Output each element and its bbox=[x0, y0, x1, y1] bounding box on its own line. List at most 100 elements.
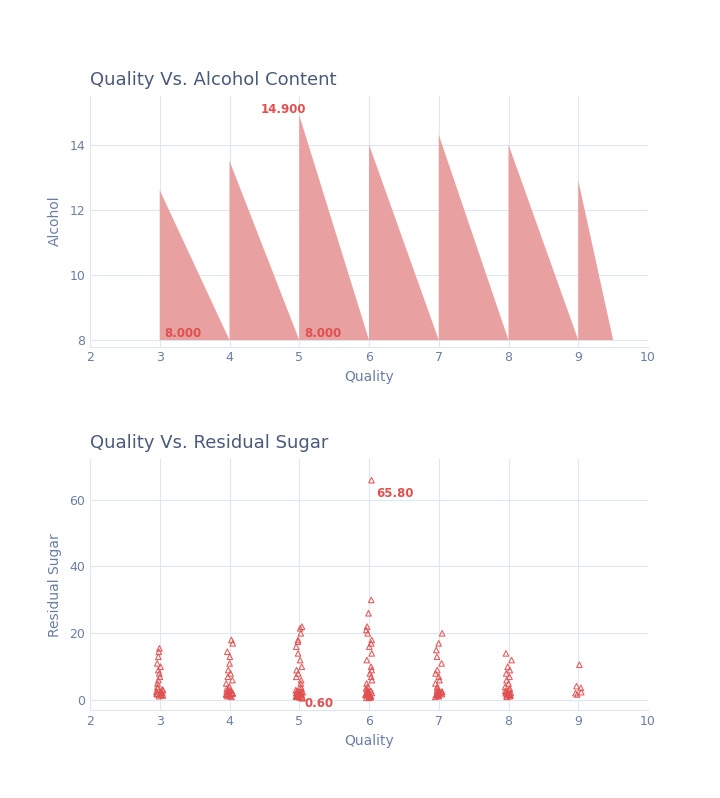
Point bbox=[505, 689, 516, 702]
Point bbox=[432, 686, 444, 699]
Point bbox=[433, 637, 444, 650]
Point bbox=[436, 657, 447, 670]
Point bbox=[431, 681, 443, 693]
Point bbox=[364, 689, 375, 702]
Point bbox=[431, 644, 442, 657]
Point bbox=[296, 620, 307, 633]
Point bbox=[225, 689, 236, 701]
Point bbox=[294, 622, 306, 634]
Point bbox=[227, 637, 238, 650]
Point bbox=[571, 680, 582, 693]
Point bbox=[222, 688, 233, 701]
Point bbox=[222, 685, 234, 698]
Point bbox=[366, 594, 377, 606]
Point bbox=[294, 654, 306, 666]
Point bbox=[362, 627, 374, 640]
Point bbox=[224, 657, 235, 670]
Point bbox=[432, 688, 444, 701]
X-axis label: Quality: Quality bbox=[344, 370, 394, 384]
Point bbox=[502, 688, 513, 701]
Point bbox=[294, 691, 306, 704]
Y-axis label: Residual Sugar: Residual Sugar bbox=[48, 533, 63, 637]
Point bbox=[430, 690, 441, 703]
Text: 65.80: 65.80 bbox=[376, 487, 413, 500]
Text: 0.60: 0.60 bbox=[305, 697, 334, 709]
Point bbox=[153, 646, 165, 658]
Point bbox=[360, 688, 372, 701]
Point bbox=[575, 685, 587, 698]
Point bbox=[290, 670, 302, 683]
Point bbox=[364, 640, 375, 653]
Point bbox=[503, 687, 515, 700]
Point bbox=[290, 640, 302, 653]
Point bbox=[152, 677, 163, 689]
Point bbox=[503, 684, 515, 697]
Point bbox=[153, 667, 165, 680]
Point bbox=[361, 688, 372, 701]
Point bbox=[156, 689, 167, 701]
Point bbox=[296, 682, 307, 695]
Point bbox=[224, 650, 235, 663]
Point bbox=[500, 647, 512, 660]
Point bbox=[221, 687, 233, 700]
Point bbox=[294, 687, 305, 700]
Point bbox=[433, 687, 445, 700]
Point bbox=[360, 682, 372, 695]
Point bbox=[224, 681, 235, 693]
Point bbox=[225, 634, 237, 646]
Point bbox=[154, 670, 166, 683]
Point bbox=[292, 685, 303, 697]
Point bbox=[290, 689, 302, 702]
Point bbox=[502, 661, 513, 674]
Point bbox=[292, 667, 304, 680]
Point bbox=[500, 685, 511, 697]
Y-axis label: Alcohol: Alcohol bbox=[48, 196, 63, 247]
Point bbox=[296, 687, 307, 700]
Point bbox=[433, 674, 445, 686]
Point bbox=[504, 687, 516, 700]
Point bbox=[502, 685, 513, 698]
Point bbox=[503, 677, 514, 689]
Point bbox=[151, 657, 163, 670]
Point bbox=[500, 685, 512, 698]
Point bbox=[360, 689, 372, 701]
Point bbox=[291, 687, 302, 700]
Text: 14.900: 14.900 bbox=[261, 103, 307, 116]
Polygon shape bbox=[160, 190, 230, 340]
Point bbox=[292, 688, 304, 701]
Point bbox=[363, 691, 374, 704]
Point bbox=[295, 674, 307, 686]
Point bbox=[361, 681, 373, 693]
Point bbox=[292, 689, 303, 701]
Point bbox=[365, 691, 377, 704]
Point bbox=[292, 647, 304, 660]
Point bbox=[156, 683, 168, 696]
Point bbox=[363, 689, 374, 702]
Point bbox=[297, 685, 308, 698]
Point bbox=[500, 667, 512, 680]
Point bbox=[364, 690, 375, 703]
Point bbox=[296, 689, 307, 701]
Point bbox=[500, 681, 511, 693]
Point bbox=[224, 689, 235, 702]
Point bbox=[223, 684, 235, 697]
Point bbox=[505, 686, 516, 699]
Point bbox=[433, 689, 444, 702]
Point bbox=[157, 689, 168, 702]
Point bbox=[365, 689, 377, 702]
Point bbox=[365, 690, 377, 703]
Point bbox=[220, 677, 232, 689]
Point bbox=[156, 685, 167, 698]
Text: Quality Vs. Alcohol Content: Quality Vs. Alcohol Content bbox=[90, 71, 336, 89]
Polygon shape bbox=[369, 144, 438, 340]
Point bbox=[221, 682, 233, 695]
Polygon shape bbox=[508, 144, 578, 340]
Point bbox=[296, 661, 307, 674]
Point bbox=[295, 685, 307, 698]
Point bbox=[436, 688, 448, 701]
Point bbox=[574, 658, 585, 671]
Point bbox=[361, 684, 373, 697]
Point bbox=[432, 687, 444, 700]
Point bbox=[153, 650, 164, 663]
Point bbox=[296, 691, 307, 704]
